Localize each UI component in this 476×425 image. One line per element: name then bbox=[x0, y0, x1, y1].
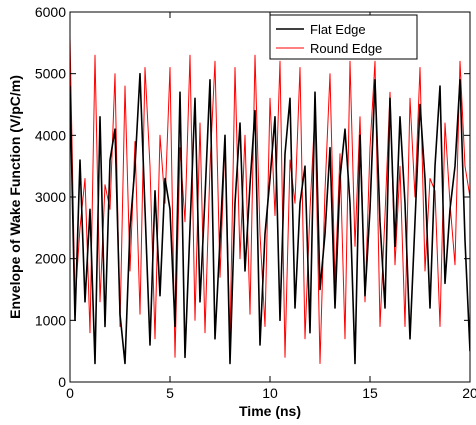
legend: Flat Edge Round Edge bbox=[269, 14, 418, 60]
legend-box bbox=[269, 14, 418, 60]
x-axis-title: Time (ns) bbox=[239, 403, 301, 419]
series-line-flat-edge bbox=[70, 72, 470, 365]
legend-label-flat-edge: Flat Edge bbox=[310, 22, 366, 37]
y-tick-label: 2000 bbox=[35, 251, 66, 267]
y-tick-label: 3000 bbox=[35, 189, 66, 205]
y-tick-label: 6000 bbox=[35, 4, 66, 20]
x-tick-label: 10 bbox=[262, 385, 278, 401]
x-tick-label: 15 bbox=[362, 385, 378, 401]
legend-label-round-edge: Round Edge bbox=[310, 41, 382, 56]
y-tick-label: 4000 bbox=[35, 127, 66, 143]
y-axis-title: Envelope of Wake Function (V/pC/m) bbox=[7, 75, 23, 319]
x-tick-label: 0 bbox=[66, 385, 74, 401]
series-line-round-edge bbox=[70, 36, 470, 364]
y-tick-label: 0 bbox=[58, 374, 66, 390]
axis-ticks bbox=[69, 11, 471, 383]
x-tick-label: 5 bbox=[166, 385, 174, 401]
tick-labels: 0 5 10 15 20 0 1000 2000 3000 4000 5000 6000 bbox=[35, 4, 476, 401]
x-tick-label: 20 bbox=[462, 385, 476, 401]
series-layer bbox=[70, 36, 470, 365]
y-tick-label: 5000 bbox=[35, 66, 66, 82]
y-tick-label: 1000 bbox=[35, 312, 66, 328]
